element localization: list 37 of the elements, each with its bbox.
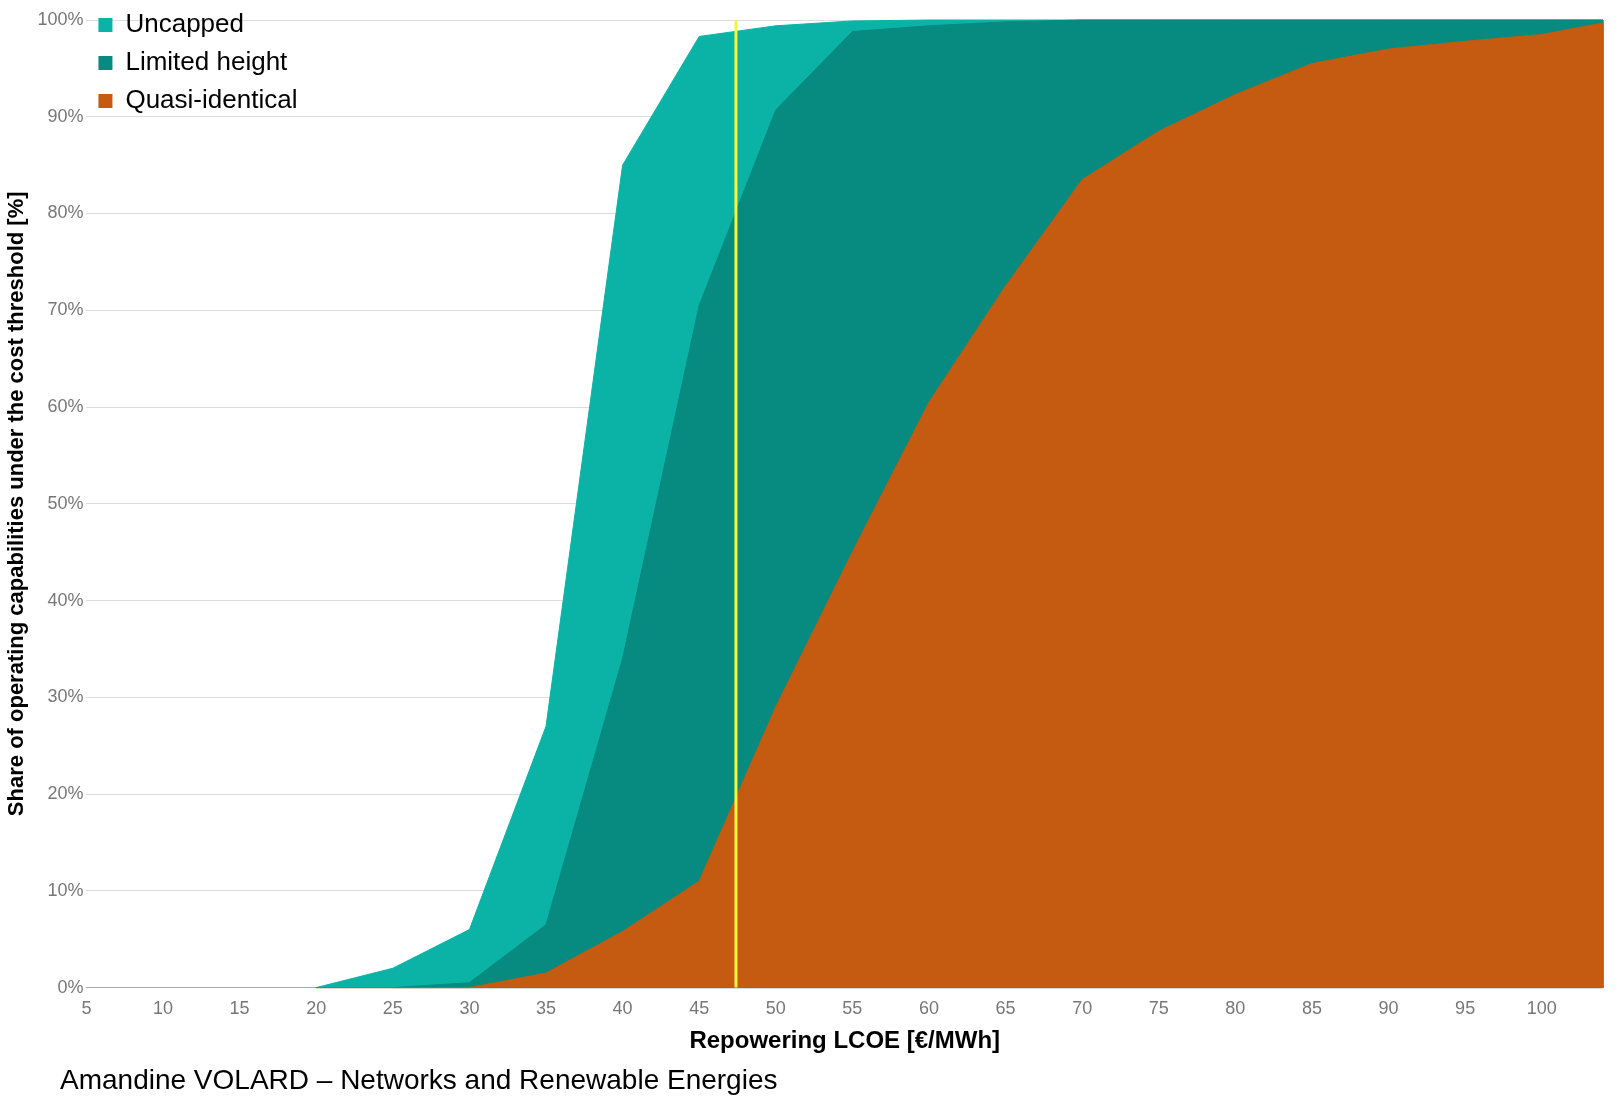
y-tick-label: 30% (47, 686, 84, 707)
x-tick-label: 30 (459, 998, 480, 1019)
y-tick-label: 10% (47, 879, 84, 900)
legend-label: Limited height (125, 46, 289, 77)
x-tick-label: 60 (918, 998, 939, 1019)
x-tick-label: 65 (995, 998, 1016, 1019)
x-tick-label: 45 (689, 998, 710, 1019)
x-tick-label: 95 (1455, 998, 1476, 1019)
y-tick-label: 40% (47, 589, 84, 610)
x-tick-label: 80 (1225, 998, 1246, 1019)
y-tick-label: 80% (47, 202, 84, 223)
x-tick-label: 90 (1378, 998, 1399, 1019)
x-tick-label: 35 (535, 998, 557, 1019)
y-tick-label: 20% (47, 783, 84, 804)
y-tick-label: 60% (47, 396, 84, 417)
x-tick-label: 55 (842, 998, 863, 1019)
x-tick-label: 25 (382, 998, 403, 1019)
x-tick-label: 40 (612, 998, 633, 1019)
x-tick-label: 10 (153, 998, 174, 1019)
x-tick-label: 75 (1148, 998, 1169, 1019)
x-tick-label: 5 (81, 998, 92, 1019)
y-tick-label: 100% (37, 8, 84, 29)
y-tick-label: 50% (47, 492, 84, 513)
x-tick-label: 20 (306, 998, 327, 1019)
y-axis-title: Share of operating capabilities under the cost threshold [%] (3, 191, 29, 817)
legend-label: Quasi-identical (125, 84, 298, 115)
legend-label: Uncapped (125, 8, 244, 39)
x-tick-label: 50 (765, 998, 786, 1019)
y-tick-label: 90% (47, 105, 84, 126)
y-tick-label: 0% (57, 976, 84, 997)
y-tick-label: 70% (47, 299, 84, 320)
x-tick-label: 100 (1526, 998, 1557, 1019)
x-axis-title: Repowering LCOE [€/MWh] (689, 1026, 1001, 1054)
text: Amandine VOLARD – Networks and Renewable Energies (60, 1064, 778, 1096)
x-tick-label: 70 (1072, 998, 1093, 1019)
x-tick-label: 85 (1301, 998, 1322, 1019)
x-tick-label: 15 (229, 998, 250, 1019)
